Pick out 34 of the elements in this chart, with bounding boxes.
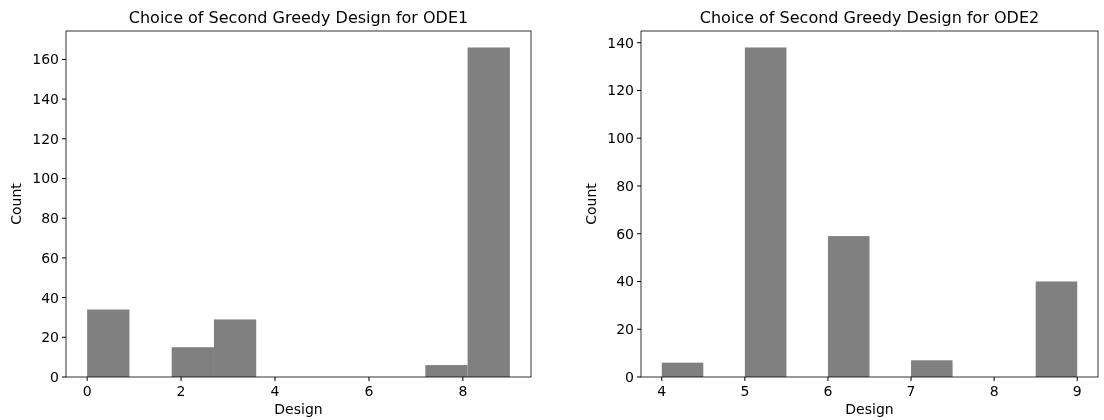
y-tick-label: 80 <box>41 210 59 227</box>
y-tick-label: 20 <box>41 329 59 346</box>
y-tick-label: 40 <box>616 273 634 290</box>
chart-title: Choice of Second Greedy Design for ODE2 <box>699 8 1040 27</box>
y-tick-label: 100 <box>32 170 59 187</box>
x-tick-label: 0 <box>82 383 92 399</box>
x-tick-label: 2 <box>176 383 186 399</box>
x-axis-title: Design <box>274 401 323 417</box>
y-tick-label: 0 <box>625 369 634 385</box>
y-axis-title: Count <box>583 182 599 225</box>
x-tick-label: 4 <box>657 383 667 399</box>
y-axis-title: Count <box>8 182 24 225</box>
x-tick-label: 8 <box>458 383 468 399</box>
x-tick-label: 4 <box>270 383 280 399</box>
y-tick-label: 160 <box>32 51 59 68</box>
x-axis-title: Design <box>845 401 894 417</box>
x-tick-label: 8 <box>989 383 999 399</box>
y-tick-label: 140 <box>32 91 59 108</box>
y-tick-label: 100 <box>607 130 634 147</box>
y-tick-label: 120 <box>32 130 59 147</box>
x-tick-label: 5 <box>740 383 750 399</box>
x-tick-label: 6 <box>364 383 374 399</box>
y-tick-label: 120 <box>607 82 634 99</box>
y-tick-label: 140 <box>607 34 634 51</box>
y-tick-label: 80 <box>616 177 634 194</box>
x-tick-label: 6 <box>823 383 833 399</box>
x-tick-label: 7 <box>906 383 916 399</box>
y-tick-label: 60 <box>41 249 59 266</box>
y-tick-label: 60 <box>616 225 634 242</box>
y-tick-label: 0 <box>50 369 59 385</box>
y-tick-label: 40 <box>41 289 59 306</box>
x-tick-label: 9 <box>1072 383 1082 399</box>
y-tick-label: 20 <box>616 321 634 338</box>
chart-title: Choice of Second Greedy Design for ODE1 <box>128 8 469 27</box>
